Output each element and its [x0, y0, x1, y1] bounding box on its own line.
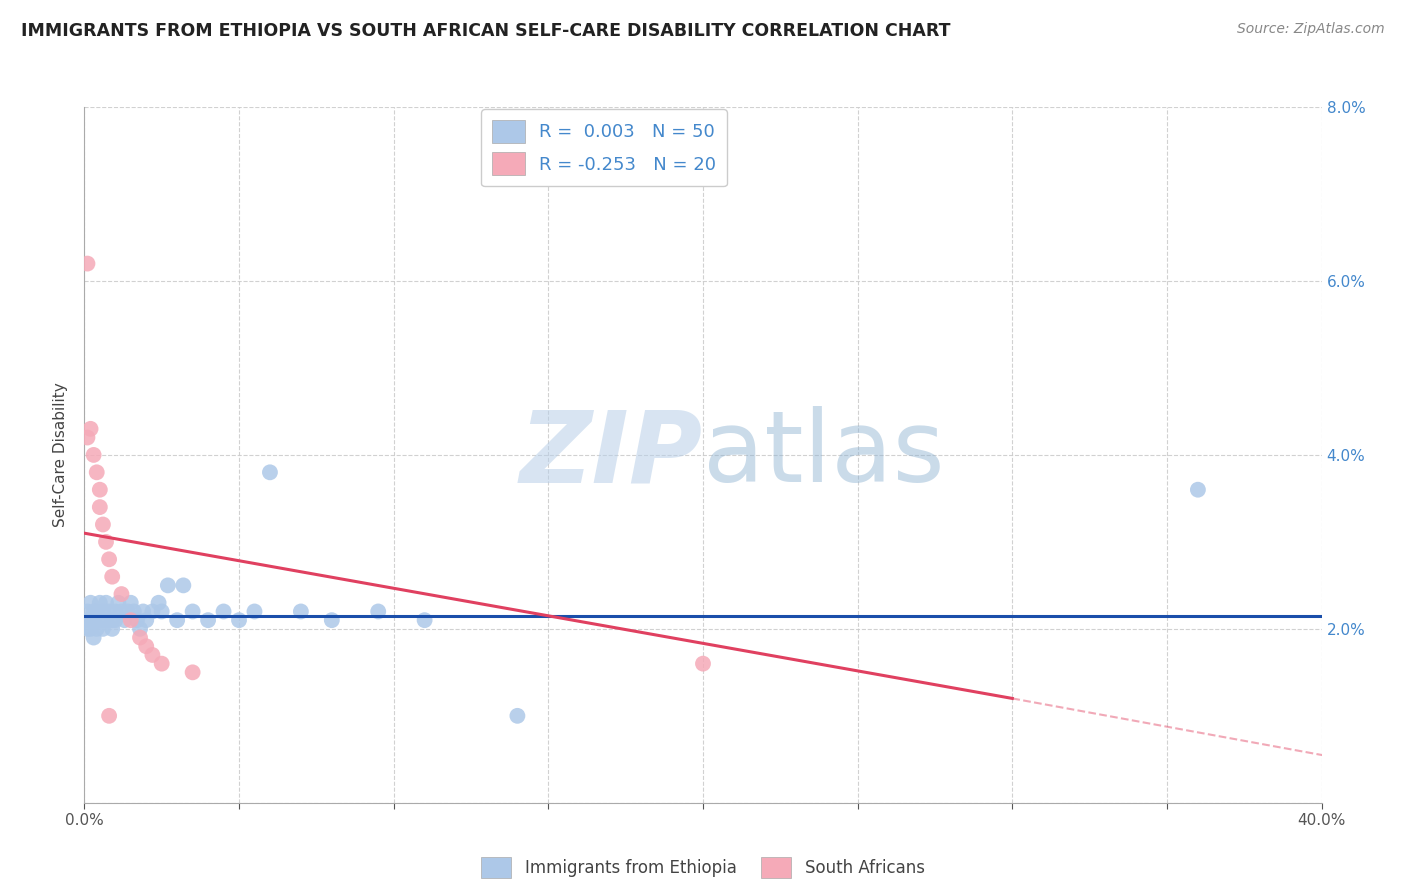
Point — [156, 578, 179, 592]
Point — [114, 613, 136, 627]
Point — [243, 605, 266, 619]
Point — [89, 500, 111, 514]
Point — [150, 657, 173, 671]
Point — [135, 613, 157, 627]
Point — [79, 596, 101, 610]
Point — [98, 708, 121, 723]
Point — [212, 605, 235, 619]
Point — [166, 613, 188, 627]
Point — [141, 648, 163, 662]
Point — [120, 613, 142, 627]
Point — [79, 622, 101, 636]
Point — [110, 605, 132, 619]
Point — [413, 613, 436, 627]
Point — [91, 622, 114, 636]
Point — [172, 578, 194, 592]
Point — [104, 613, 127, 627]
Point — [367, 605, 389, 619]
Point — [76, 431, 98, 445]
Point — [83, 605, 105, 619]
Point — [129, 631, 152, 645]
Point — [94, 535, 117, 549]
Point — [110, 587, 132, 601]
Point — [98, 605, 121, 619]
Legend: Immigrants from Ethiopia, South Africans: Immigrants from Ethiopia, South Africans — [475, 850, 931, 885]
Point — [506, 708, 529, 723]
Text: atlas: atlas — [703, 407, 945, 503]
Point — [1187, 483, 1209, 497]
Point — [86, 466, 108, 480]
Point — [98, 552, 121, 566]
Point — [122, 605, 145, 619]
Point — [94, 613, 117, 627]
Point — [91, 605, 114, 619]
Point — [83, 631, 105, 645]
Point — [79, 613, 101, 627]
Point — [89, 483, 111, 497]
Point — [135, 639, 157, 653]
Point — [79, 422, 101, 436]
Text: ZIP: ZIP — [520, 407, 703, 503]
Point — [125, 613, 148, 627]
Point — [91, 517, 114, 532]
Point — [89, 596, 111, 610]
Text: IMMIGRANTS FROM ETHIOPIA VS SOUTH AFRICAN SELF-CARE DISABILITY CORRELATION CHART: IMMIGRANTS FROM ETHIOPIA VS SOUTH AFRICA… — [21, 22, 950, 40]
Point — [76, 605, 98, 619]
Point — [181, 665, 204, 680]
Point — [76, 613, 98, 627]
Point — [228, 613, 250, 627]
Point — [141, 605, 163, 619]
Point — [290, 605, 312, 619]
Point — [197, 613, 219, 627]
Point — [321, 613, 343, 627]
Point — [76, 257, 98, 271]
Point — [101, 613, 124, 627]
Point — [107, 596, 129, 610]
Point — [150, 605, 173, 619]
Point — [101, 570, 124, 584]
Y-axis label: Self-Care Disability: Self-Care Disability — [53, 383, 69, 527]
Point — [94, 596, 117, 610]
Point — [83, 613, 105, 627]
Point — [101, 622, 124, 636]
Point — [89, 613, 111, 627]
Point — [86, 622, 108, 636]
Point — [181, 605, 204, 619]
Point — [86, 605, 108, 619]
Point — [259, 466, 281, 480]
Point — [104, 605, 127, 619]
Text: Source: ZipAtlas.com: Source: ZipAtlas.com — [1237, 22, 1385, 37]
Point — [83, 448, 105, 462]
Point — [129, 622, 152, 636]
Point — [120, 596, 142, 610]
Point — [117, 605, 139, 619]
Point — [132, 605, 155, 619]
Point — [148, 596, 170, 610]
Point — [692, 657, 714, 671]
Point — [76, 622, 98, 636]
